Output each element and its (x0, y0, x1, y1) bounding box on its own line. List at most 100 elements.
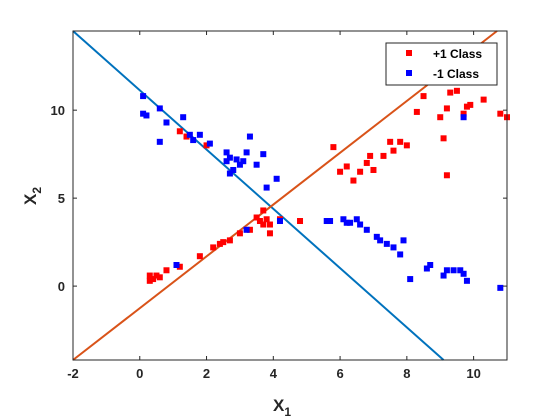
separating-line-1 (72, 30, 498, 361)
data-point-s0-48 (480, 96, 487, 103)
data-point-s1-24 (226, 170, 233, 177)
data-point-s0-12 (236, 230, 243, 237)
data-point-s0-8 (210, 244, 217, 251)
data-point-s0-34 (380, 152, 387, 159)
data-point-s0-11 (226, 237, 233, 244)
data-point-s0-3 (153, 272, 160, 279)
data-point-s1-32 (353, 216, 360, 223)
x-tick-label-6: 10 (466, 366, 480, 381)
legend-box (385, 42, 498, 86)
data-point-s0-36 (390, 147, 397, 154)
x-axis-label: X1 (273, 396, 291, 419)
data-point-s1-4 (163, 119, 170, 126)
data-point-s0-4 (156, 274, 163, 281)
data-point-s1-21 (260, 151, 267, 158)
data-point-s0-43 (447, 89, 454, 96)
data-point-s1-51 (460, 114, 467, 121)
data-point-s1-43 (427, 261, 434, 268)
data-point-s0-16 (260, 221, 267, 228)
data-point-s1-7 (186, 131, 193, 138)
data-point-s1-42 (423, 265, 430, 272)
data-point-s1-23 (273, 175, 280, 182)
y-tick-label-2: 10 (51, 103, 65, 118)
data-point-s1-5 (156, 138, 163, 145)
legend-label-negative: -1 Class (433, 67, 479, 81)
x-tick-label-1: 0 (136, 366, 143, 381)
data-point-s1-30 (343, 219, 350, 226)
data-point-s1-26 (276, 218, 283, 225)
data-point-s1-2 (143, 112, 150, 119)
data-point-s1-40 (400, 237, 407, 244)
data-point-s1-27 (323, 218, 330, 225)
data-point-s0-44 (453, 87, 460, 94)
y-axis-label-sub: 2 (30, 187, 44, 194)
y-axis-label-main: X (21, 193, 40, 205)
data-point-s0-32 (367, 152, 374, 159)
data-point-s1-47 (457, 267, 464, 274)
data-point-s0-39 (413, 108, 420, 115)
data-point-s1-1 (140, 110, 147, 117)
data-point-s0-19 (260, 207, 267, 214)
plot-area (73, 31, 507, 360)
data-point-s1-3 (156, 105, 163, 112)
y-tick-label-1: 5 (58, 191, 65, 206)
x-tick-label-3: 4 (270, 366, 278, 381)
data-point-s1-48 (463, 277, 470, 284)
data-point-s0-52 (440, 135, 447, 142)
data-point-s0-23 (176, 128, 183, 135)
data-point-s0-9 (216, 240, 223, 247)
data-point-s0-28 (343, 163, 350, 170)
data-point-s0-42 (443, 105, 450, 112)
data-point-s1-19 (246, 133, 253, 140)
data-point-s0-24 (183, 133, 190, 140)
data-point-s1-10 (206, 140, 213, 147)
data-point-s0-17 (263, 216, 270, 223)
data-point-s1-41 (407, 276, 414, 283)
data-point-s1-36 (377, 237, 384, 244)
separating-line-0 (72, 30, 445, 361)
data-point-s1-31 (347, 219, 354, 226)
x-tick-label-2: 2 (203, 366, 210, 381)
data-point-s1-28 (327, 218, 334, 225)
data-point-s0-40 (420, 93, 427, 100)
data-point-s1-14 (230, 166, 237, 173)
data-point-s0-35 (387, 138, 394, 145)
data-point-s0-29 (350, 177, 357, 184)
x-tick-label-5: 8 (403, 366, 410, 381)
data-point-s0-6 (176, 263, 183, 270)
data-point-s1-8 (190, 137, 197, 144)
data-point-s1-29 (340, 216, 347, 223)
data-point-s0-14 (253, 214, 260, 221)
data-point-s0-31 (363, 159, 370, 166)
legend-marker-positive (406, 50, 412, 56)
y-axis-label: X2 (21, 187, 44, 205)
data-point-s1-11 (173, 261, 180, 268)
legend-label-positive: +1 Class (433, 47, 482, 61)
data-point-s0-13 (246, 226, 253, 233)
x-tick-label-4: 6 (336, 366, 343, 381)
data-points (140, 87, 510, 291)
data-point-s1-0 (140, 93, 147, 100)
data-point-s1-20 (253, 161, 260, 168)
data-point-s0-41 (437, 114, 444, 121)
y-axis-ticks: 0 5 10 (51, 103, 507, 294)
x-axis-ticks: -2 0 2 4 6 8 10 (67, 31, 481, 381)
separating-lines (72, 30, 498, 361)
data-point-s0-15 (256, 218, 263, 225)
data-point-s1-37 (383, 240, 390, 247)
data-point-s0-22 (297, 218, 304, 225)
data-point-s0-51 (443, 172, 450, 179)
data-point-s0-10 (220, 239, 227, 246)
data-point-s1-15 (233, 156, 240, 163)
data-point-s1-12 (223, 149, 230, 156)
data-point-s1-38 (390, 244, 397, 251)
data-point-s0-38 (403, 142, 410, 149)
legend-marker-negative (406, 70, 412, 76)
data-point-s1-17 (240, 158, 247, 165)
data-point-s1-39 (397, 251, 404, 258)
data-point-s0-0 (146, 277, 153, 284)
y-tick-label-0: 0 (58, 279, 65, 294)
data-point-s0-5 (163, 267, 170, 274)
data-point-s1-16 (236, 161, 243, 168)
